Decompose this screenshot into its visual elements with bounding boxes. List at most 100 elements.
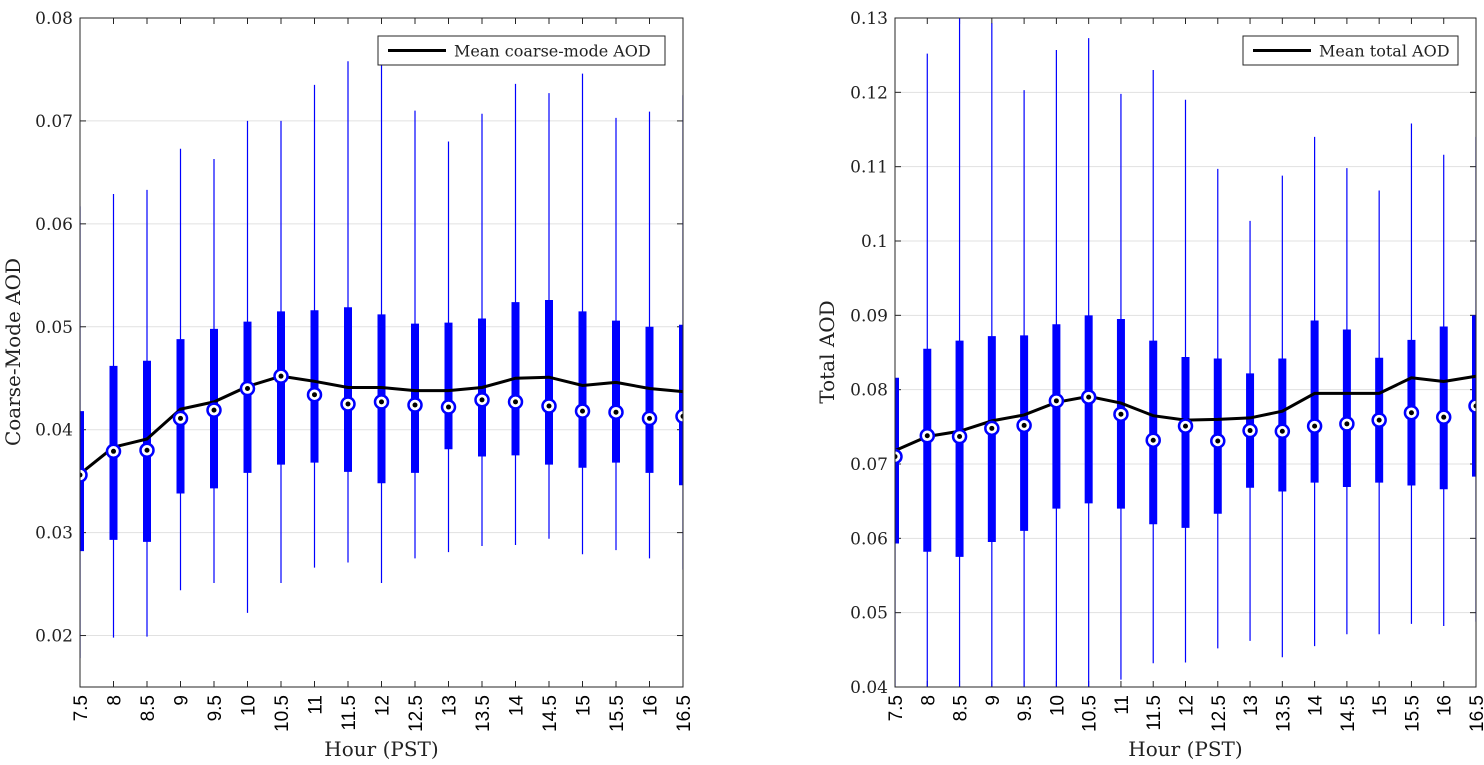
y-tick-label: 0.05 xyxy=(35,318,73,338)
x-tick-label: 12.5 xyxy=(406,695,427,732)
median-dot xyxy=(895,454,898,460)
median-dot xyxy=(379,399,384,405)
x-tick-label: 11 xyxy=(1112,695,1133,715)
legend-label: Mean total AOD xyxy=(1319,42,1450,61)
x-tick-label: 11 xyxy=(306,695,327,715)
x-tick-label: 16.5 xyxy=(674,695,695,732)
x-tick-label: 8 xyxy=(918,695,939,706)
x-tick-label: 8.5 xyxy=(138,695,159,721)
median-dot xyxy=(1021,422,1027,428)
x-tick-label: 15.5 xyxy=(1402,695,1423,732)
median-dot xyxy=(278,373,284,379)
y-tick-label: 0.02 xyxy=(35,627,73,647)
x-tick-label: 10.5 xyxy=(1080,695,1101,732)
y-tick-label: 0.12 xyxy=(850,83,888,103)
median-dot xyxy=(245,386,250,392)
x-tick-label: 12 xyxy=(373,695,394,716)
median-dot xyxy=(1312,423,1318,429)
median-dot xyxy=(412,402,418,408)
y-tick-label: 0.05 xyxy=(850,604,888,624)
median-dot xyxy=(613,409,619,415)
median-dot xyxy=(1053,398,1059,404)
x-tick-label: 14 xyxy=(1306,695,1327,717)
x-axis-label: Hour (PST) xyxy=(324,737,438,761)
x-tick-label: 7.5 xyxy=(71,695,92,721)
median-dot xyxy=(1150,437,1156,443)
median-dot xyxy=(989,425,995,431)
x-tick-label: 9.5 xyxy=(205,695,226,721)
plot-area xyxy=(895,18,1476,687)
x-tick-label: 9 xyxy=(983,695,1004,706)
median-dot xyxy=(1247,428,1253,434)
y-tick-label: 0.09 xyxy=(850,306,888,326)
median-dot xyxy=(680,413,683,419)
x-tick-label: 13.5 xyxy=(473,695,494,732)
median-marker xyxy=(675,408,683,425)
axes-frame xyxy=(894,17,1477,688)
x-tick-label: 16 xyxy=(641,695,662,716)
median-dot xyxy=(446,404,451,410)
y-tick-label: 0.06 xyxy=(35,215,73,235)
y-tick-label: 0.1 xyxy=(861,232,888,252)
axes-frame xyxy=(79,17,684,688)
median-dot xyxy=(211,407,217,413)
median-dot xyxy=(1408,410,1414,416)
median-dot xyxy=(580,408,585,414)
x-tick-label: 14 xyxy=(507,695,528,717)
x-tick-label: 14.5 xyxy=(1338,695,1359,732)
y-tick-label: 0.04 xyxy=(35,421,73,441)
x-tick-label: 9.5 xyxy=(1015,695,1036,721)
x-tick-label: 9 xyxy=(172,695,193,706)
y-tick-label: 0.07 xyxy=(35,112,73,132)
median-dot xyxy=(957,433,963,439)
x-axis-label: Hour (PST) xyxy=(1128,737,1242,761)
median-dot xyxy=(312,392,317,398)
y-tick-label: 0.08 xyxy=(35,9,73,29)
median-dot xyxy=(1344,421,1350,427)
x-tick-label: 15 xyxy=(1370,695,1391,716)
mean-line xyxy=(80,374,683,476)
coarse-mode-aod-panel: 0.02 0.03 0.04 0.05 0.06 0.07 0.08 7.5 8 8.5 9 9.5 1… xyxy=(1,9,695,761)
median-dot xyxy=(1473,403,1476,409)
x-tick-label: 7.5 xyxy=(886,695,907,721)
median-dot xyxy=(80,472,83,478)
median-dot xyxy=(1086,394,1092,400)
y-tick-label: 0.11 xyxy=(850,158,888,178)
x-tick-label: 14.5 xyxy=(540,695,561,732)
total-aod-panel: 0.04 0.05 0.06 0.07 0.08 0.09 0.1 0.11 0.12 0.13 7… xyxy=(815,9,1484,761)
legend-box xyxy=(1242,35,1459,66)
median-dot xyxy=(144,447,150,453)
x-tick-label: 15.5 xyxy=(607,695,628,732)
median-dot xyxy=(178,415,183,421)
median-dot xyxy=(1118,411,1124,417)
y-tick-label: 0.03 xyxy=(35,524,73,544)
x-tick-label: 10 xyxy=(239,695,260,716)
y-axis-label: Total AOD xyxy=(815,300,839,403)
median-marker xyxy=(895,448,903,465)
y-tick-label: 0.04 xyxy=(850,678,888,698)
median-dot xyxy=(345,401,351,407)
x-tick-label: 11.5 xyxy=(1144,695,1165,731)
median-dot xyxy=(1183,423,1188,429)
x-tick-label: 13 xyxy=(1241,695,1262,716)
x-tick-label: 13 xyxy=(440,695,461,716)
x-tick-label: 8.5 xyxy=(951,695,972,721)
x-tick-label: 16 xyxy=(1435,695,1456,716)
x-tick-label: 13.5 xyxy=(1273,695,1294,732)
x-tick-label: 15 xyxy=(574,695,595,716)
x-tick-label: 10.5 xyxy=(272,695,293,732)
median-dot xyxy=(111,448,116,454)
x-tick-label: 11.5 xyxy=(339,695,360,731)
median-dot xyxy=(513,399,518,405)
legend-label: Mean coarse-mode AOD xyxy=(454,42,651,61)
median-dot xyxy=(924,433,930,439)
x-tick-label: 16.5 xyxy=(1467,695,1484,732)
median-dot xyxy=(1441,414,1447,420)
x-tick-label: 10 xyxy=(1047,695,1068,716)
median-dot xyxy=(647,415,652,421)
median-marker xyxy=(80,467,88,483)
y-tick-label: 0.07 xyxy=(850,455,888,475)
y-tick-label: 0.08 xyxy=(850,381,888,401)
median-dot xyxy=(546,403,552,409)
median-marker xyxy=(1468,398,1476,414)
